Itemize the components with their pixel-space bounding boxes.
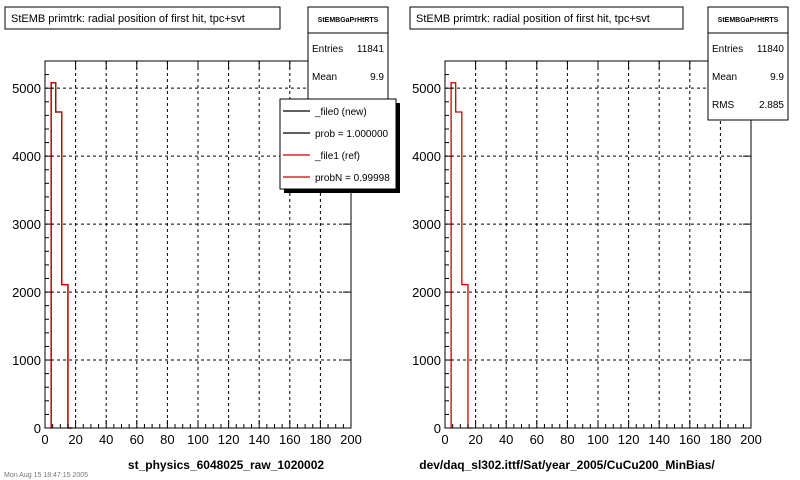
histogram-panel-1: 0 20 40 60 80 100 120 140 160 180 2000100020003000… (4, 6, 400, 472)
title-box (409, 6, 684, 30)
stats-mean-value: 9.9 (770, 72, 784, 83)
legend-entry-label: prob = 1.000000 (315, 129, 389, 140)
stats-entries-value: 11841 (357, 44, 385, 55)
x-tick-label: 0 (441, 432, 448, 447)
x-tick-label: 160 (279, 432, 301, 447)
y-tick-label: 3000 (412, 217, 441, 232)
x-axis-label: st_physics_6048025_raw_1020002 (128, 458, 324, 472)
x-tick-label: 140 (248, 432, 270, 447)
title-box (4, 6, 281, 30)
y-tick-label: 0 (434, 421, 441, 436)
stats-mean-label: Mean (312, 72, 337, 83)
x-tick-label: 140 (648, 432, 670, 447)
y-tick-label: 5000 (12, 81, 41, 96)
x-tick-label: 60 (130, 432, 144, 447)
y-tick-label: 2000 (412, 285, 441, 300)
x-tick-label: 40 (99, 432, 113, 447)
stats-mean-value: 9.9 (370, 72, 384, 83)
x-tick-label: 180 (310, 432, 332, 447)
histogram-series-1 (450, 82, 473, 429)
y-tick-label: 4000 (412, 149, 441, 164)
stats-entries-value: 11840 (757, 44, 785, 55)
legend-entry-label: _file1 (ref) (314, 151, 360, 162)
x-tick-label: 100 (187, 432, 209, 447)
x-tick-label: 200 (740, 432, 762, 447)
x-tick-label: 100 (587, 432, 609, 447)
histogram-series-2 (50, 82, 73, 429)
y-tick-label: 3000 (12, 217, 41, 232)
legend-box (279, 98, 397, 190)
histogram-panel-2: 0 20 40 60 80 100 120 140 160 180 2000100020003000… (409, 6, 789, 472)
stats-mean-label: Mean (712, 72, 737, 83)
y-tick-label: 1000 (12, 353, 41, 368)
x-tick-label: 120 (218, 432, 240, 447)
footer-timestamp: Mon Aug 15 18:47:15 2005 (4, 472, 88, 479)
x-axis-label: dev/daq_sl302.ittf/Sat/year_2005/CuCu200… (419, 458, 715, 472)
x-tick-label: 180 (710, 432, 732, 447)
x-tick-label: 120 (618, 432, 640, 447)
y-tick-label: 0 (34, 421, 41, 436)
chart-title: StEMB primtrk: radial position of first … (11, 13, 245, 25)
stats-header: StEMBGaPrHtRTS (718, 17, 779, 24)
legend-entries: _file0 (new) prob = 1.000000 _file1 (ref) p… (283, 107, 390, 184)
x-tick-label: 60 (530, 432, 544, 447)
stats-entries-label: Entries (312, 44, 343, 55)
y-tick-label: 2000 (12, 285, 41, 300)
x-tick-label: 80 (560, 432, 574, 447)
chart-title: StEMB primtrk: radial position of first … (416, 13, 650, 25)
x-tick-label: 40 (499, 432, 513, 447)
stats-entries-label: Entries (712, 44, 743, 55)
x-tick-label: 20 (68, 432, 82, 447)
y-tick-label: 5000 (412, 81, 441, 96)
x-tick-label: 80 (160, 432, 174, 447)
x-tick-label: 200 (340, 432, 362, 447)
stats-header: StEMBGaPrHtRTS (318, 17, 379, 24)
stats-rms-label: RMS (712, 100, 735, 111)
y-tick-label: 1000 (412, 353, 441, 368)
x-tick-label: 0 (41, 432, 48, 447)
x-tick-label: 160 (679, 432, 701, 447)
legend-entry-label: _file0 (new) (314, 107, 367, 118)
legend: _file0 (new) prob = 1.000000 _file1 (ref) p… (279, 98, 400, 193)
legend-entry-label: probN = 0.99998 (315, 173, 390, 184)
x-tick-label: 20 (468, 432, 482, 447)
y-tick-label: 4000 (12, 149, 41, 164)
stats-box (707, 6, 789, 121)
stats-rms-value: 2.885 (759, 100, 784, 111)
